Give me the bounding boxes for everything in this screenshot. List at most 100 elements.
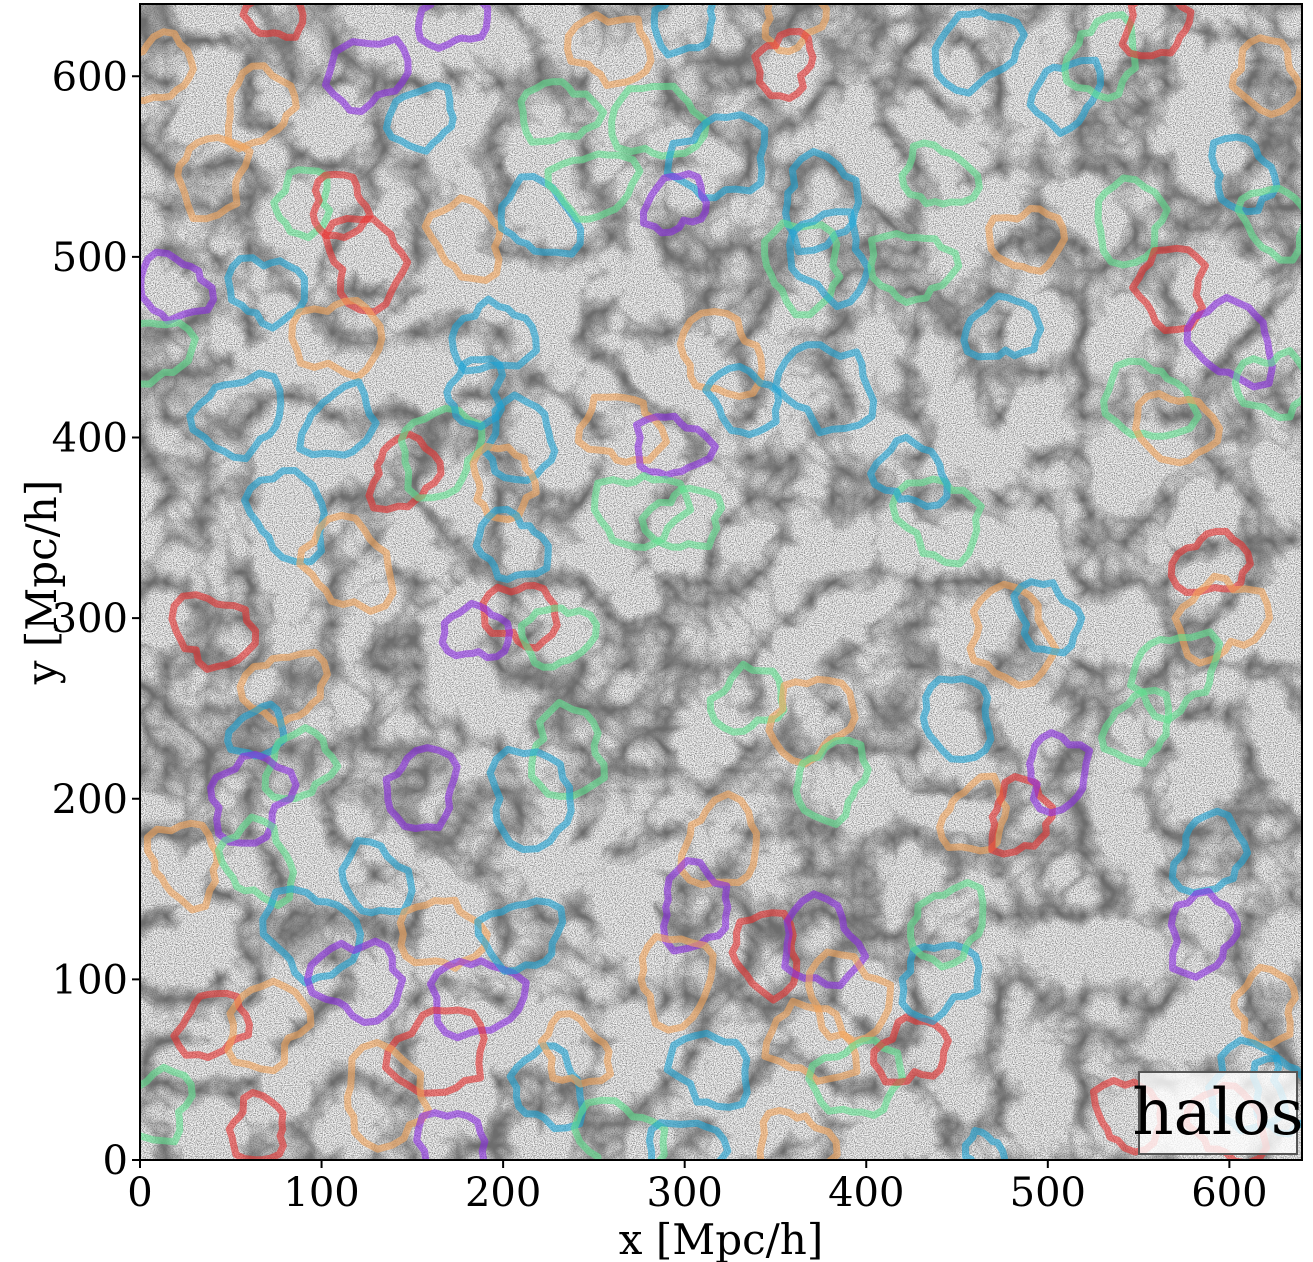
void-contour-blue bbox=[1208, 133, 1281, 216]
void-contour-blue bbox=[867, 433, 951, 510]
void-contour-blue bbox=[1026, 56, 1104, 137]
void-contour-green bbox=[517, 78, 608, 146]
void-contour-blue bbox=[224, 254, 308, 332]
y-tick-label: 600 bbox=[52, 54, 128, 100]
void-contour-blue bbox=[650, 4, 717, 59]
plot-frame bbox=[139, 3, 1303, 1161]
y-tick-label: 200 bbox=[52, 777, 128, 823]
void-contour-red bbox=[382, 1006, 488, 1097]
void-contour-orange bbox=[563, 11, 655, 89]
void-contour-blue bbox=[663, 1029, 751, 1111]
void-contour-blue bbox=[786, 208, 872, 311]
void-contour-blue bbox=[481, 391, 559, 484]
void-contour-blue bbox=[382, 81, 457, 155]
void-contour-orange bbox=[225, 62, 300, 153]
void-contour-blue bbox=[645, 1119, 732, 1160]
void-contour-purple bbox=[413, 1109, 489, 1160]
void-contour-blue bbox=[486, 745, 575, 853]
x-tick-label: 0 bbox=[127, 1170, 152, 1216]
legend-label: halos bbox=[1132, 1076, 1303, 1150]
void-contour-purple bbox=[1183, 293, 1276, 391]
void-contour-green bbox=[805, 1036, 907, 1119]
void-contour-green bbox=[140, 1063, 196, 1146]
void-contour-blue bbox=[1168, 807, 1251, 897]
void-contour-orange bbox=[1230, 963, 1299, 1049]
void-contour-blue bbox=[960, 292, 1045, 361]
void-contour-orange bbox=[421, 194, 504, 284]
void-contour-orange bbox=[756, 1107, 841, 1160]
void-contour-green bbox=[140, 319, 199, 388]
void-contour-orange bbox=[296, 511, 397, 615]
void-contour-orange bbox=[637, 933, 717, 1034]
x-tick-label: 400 bbox=[828, 1170, 904, 1216]
x-axis: 0 100 200 300 400 500 600 bbox=[127, 1160, 1268, 1216]
plot-area bbox=[139, 3, 1303, 1161]
y-tick-label: 0 bbox=[103, 1138, 128, 1184]
void-contour-blue bbox=[931, 8, 1028, 97]
void-contour-red bbox=[479, 582, 561, 652]
void-contour-green bbox=[1061, 11, 1139, 102]
x-tick-label: 300 bbox=[647, 1170, 723, 1216]
void-contour-green bbox=[1098, 686, 1172, 767]
void-contour-blue bbox=[702, 363, 782, 439]
void-contour-orange bbox=[469, 442, 540, 524]
void-contour-purple bbox=[1167, 887, 1242, 981]
void-contour-purple bbox=[1026, 729, 1093, 817]
void-contour-orange bbox=[1171, 572, 1273, 667]
void-contour-purple bbox=[414, 4, 492, 52]
void-contour-red bbox=[1118, 4, 1195, 60]
void-contour-red bbox=[309, 170, 374, 242]
void-contour-orange bbox=[174, 134, 254, 223]
void-contour-blue bbox=[224, 700, 288, 760]
void-contour-orange bbox=[236, 648, 331, 728]
void-contour-green bbox=[1094, 174, 1171, 269]
void-contour-orange bbox=[396, 896, 491, 972]
void-contour-red bbox=[1167, 527, 1254, 596]
void-contour-blue bbox=[919, 675, 995, 763]
void-contour-green bbox=[544, 150, 644, 223]
void-contour-green bbox=[792, 736, 872, 828]
void-contour-green bbox=[889, 475, 985, 568]
void-boundaries bbox=[140, 4, 1302, 1160]
void-contour-blue bbox=[961, 1127, 1009, 1160]
void-contour-green bbox=[1231, 347, 1302, 422]
void-contour-green bbox=[867, 230, 963, 306]
x-tick-label: 500 bbox=[1010, 1170, 1086, 1216]
void-contour-purple bbox=[640, 170, 710, 237]
void-contour-green bbox=[215, 813, 297, 909]
void-contour-purple bbox=[438, 599, 513, 662]
void-contour-purple bbox=[781, 890, 869, 990]
void-contour-blue bbox=[1010, 578, 1086, 657]
void-contour-orange bbox=[1132, 390, 1223, 467]
void-contour-green bbox=[517, 604, 600, 671]
void-contour-orange bbox=[143, 819, 221, 914]
void-contour-orange bbox=[805, 948, 895, 1045]
void-contour-blue bbox=[241, 467, 328, 566]
void-contour-blue bbox=[259, 885, 364, 987]
void-contour-green bbox=[1100, 357, 1202, 440]
x-tick-label: 200 bbox=[465, 1170, 541, 1216]
void-contour-green bbox=[898, 139, 983, 208]
void-contour-purple bbox=[322, 35, 412, 115]
void-contour-orange bbox=[344, 1039, 432, 1153]
void-contour-blue bbox=[443, 355, 506, 431]
void-contour-orange bbox=[224, 977, 315, 1075]
void-contour-orange bbox=[288, 297, 386, 381]
void-contour-orange bbox=[537, 1010, 614, 1088]
void-contour-blue bbox=[472, 505, 552, 583]
y-tick-label: 400 bbox=[52, 416, 128, 462]
void-contour-orange bbox=[1228, 34, 1302, 118]
void-contour-green bbox=[907, 878, 987, 971]
void-contour-green bbox=[761, 219, 844, 319]
void-contour-green bbox=[397, 404, 486, 502]
void-contour-blue bbox=[186, 369, 285, 463]
void-contour-red bbox=[751, 28, 817, 102]
void-contour-orange bbox=[761, 997, 861, 1085]
void-contour-orange bbox=[140, 28, 197, 105]
x-axis-label: x [Mpc/h] bbox=[619, 1215, 823, 1262]
void-contour-purple bbox=[382, 744, 461, 832]
void-contour-orange bbox=[966, 580, 1060, 689]
void-contour-blue bbox=[898, 941, 983, 1025]
void-contour-blue bbox=[772, 341, 878, 437]
